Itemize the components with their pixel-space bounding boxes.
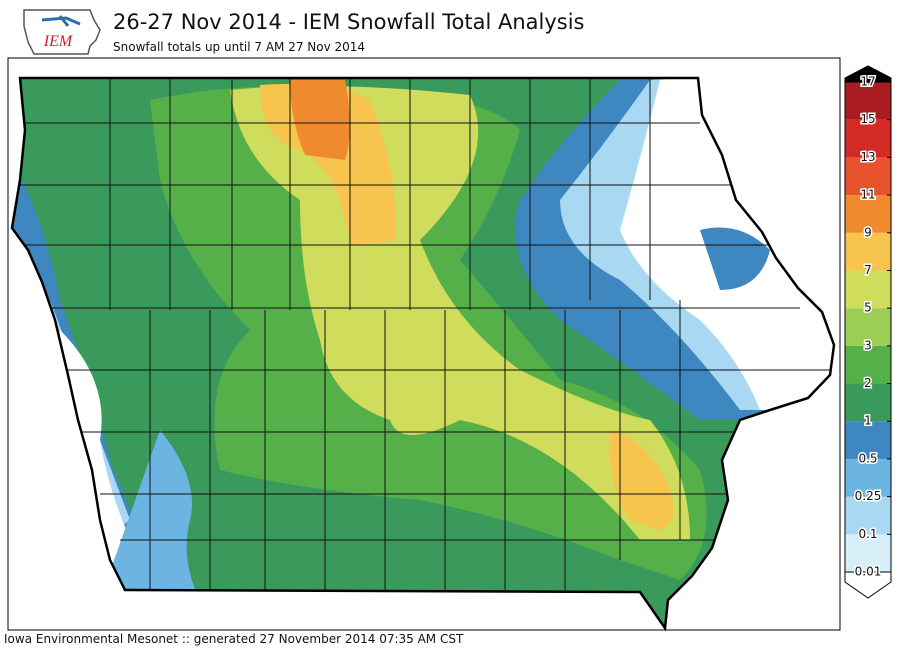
footer: Iowa Environmental Mesonet :: generated … — [4, 632, 464, 646]
colorbar-bin — [845, 270, 891, 309]
colorbar-label: 13 — [860, 150, 875, 164]
logo-text: IEM — [43, 33, 74, 50]
logo: IEM — [23, 9, 101, 55]
colorbar-label: 7 — [864, 263, 872, 277]
colorbar: 0.01 0.1 0.25 0.5 1 2 3 5 7 9 11 13 15 17 — [844, 65, 892, 599]
colorbar-label: 1 — [864, 414, 872, 428]
colorbar-label: 17 — [860, 75, 875, 89]
colorbar-bin — [845, 232, 891, 271]
colorbar-label: 0.25 — [855, 489, 882, 503]
colorbar-bin — [845, 383, 891, 422]
colorbar-bin — [845, 534, 891, 572]
subtitle: Snowfall totals up until 7 AM 27 Nov 201… — [113, 40, 366, 54]
colorbar-label: 0.01 — [855, 565, 882, 579]
title: 26-27 Nov 2014 - IEM Snowfall Total Anal… — [113, 10, 585, 34]
colorbar-label: 15 — [860, 112, 875, 126]
colorbar-label: 0.1 — [858, 527, 877, 541]
colorbar-bin — [845, 119, 891, 158]
colorbar-bin — [845, 82, 891, 120]
colorbar-label: 0.5 — [858, 451, 877, 465]
colorbar-bin — [845, 496, 891, 535]
colorbar-label: 3 — [864, 338, 872, 352]
colorbar-label: 2 — [864, 376, 872, 390]
colorbar-label: 5 — [864, 301, 872, 315]
colorbar-bin — [845, 157, 891, 196]
county-lines — [12, 78, 830, 590]
snowfall-field — [12, 78, 834, 628]
colorbar-label: 9 — [864, 225, 872, 239]
colorbar-frame — [844, 81, 892, 573]
colorbar-bin — [845, 308, 891, 346]
colorbar-bin — [845, 421, 891, 459]
colorbar-bin — [845, 458, 891, 497]
colorbar-label: 11 — [860, 188, 875, 202]
colorbar-bin — [845, 345, 891, 384]
colorbar-bin — [845, 195, 891, 233]
